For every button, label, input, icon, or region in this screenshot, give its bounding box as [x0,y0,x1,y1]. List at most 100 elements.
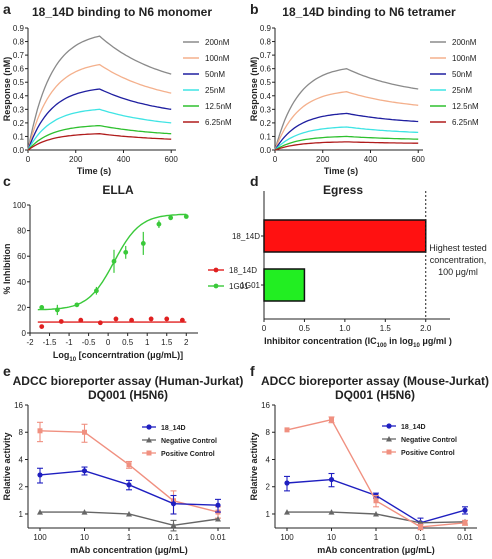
legend-label: 50nM [452,70,472,79]
x-tick-label: 1 [374,533,379,542]
x-tick-label: 200 [316,155,330,164]
x-tick-label: 0.01 [457,533,473,542]
legend-label: Positive Control [401,450,455,457]
chart-title-line: DQ001 (H5N6) [335,388,415,402]
y-tick-label: 4 [19,455,24,464]
annotation-line: concentration, [430,255,487,265]
data-point-Negative Control [373,510,379,517]
x-tick-label: 400 [117,155,131,164]
annotation-line: 100 μg/ml [438,267,478,277]
data-point-Positive Control [329,417,334,423]
legend-label: 25nM [205,86,225,95]
panel-label-f: f [250,363,255,379]
legend-marker [146,450,152,456]
chart-title: 18_14D binding to N6 tetramer [282,5,456,19]
data-point-18_14D [462,507,468,513]
data-point-1G01 [168,215,174,221]
chart-d-egress: Egress 18_14D 1G01 0 0.5 1.0 1.5 2.0 Highest tes… [232,183,487,349]
data-point-1G01 [54,307,60,313]
legend-label: 50nM [205,70,225,79]
y-tick-label: 0.7 [13,51,25,60]
data-point-18_14D [126,482,132,488]
x-tick-label: 400 [364,155,378,164]
series-line-25nM [27,108,172,151]
x-tick-label: 100 [33,533,47,542]
x-tick-label: 0.1 [415,533,427,542]
series-line-100nM [274,91,419,151]
x-axis-label-part-2: in log [387,336,414,346]
y-tick-label: 80 [17,227,26,236]
y-tick-label: 8 [19,428,24,437]
x-tick-label: 0.01 [210,533,226,542]
x-axis-label-part-3: 10 [413,343,420,349]
data-point-18_14D [97,320,103,326]
data-point-Positive Control [82,429,87,435]
y-tick-label: 40 [17,278,26,287]
y-tick-label: 0.9 [260,24,272,33]
chart-a-binding-monomer: 18_14D binding to N6 monomer 0.0 0.1 0.2 0.3… [2,5,232,176]
y-tick-label: 0.7 [260,51,272,60]
data-point-Negative Control [81,509,88,515]
data-point-Positive Control [37,428,43,434]
bar-18_14D [263,219,427,253]
data-point-Negative Control [37,509,43,515]
data-point-1G01 [94,288,99,294]
y-tick-label: 0.9 [13,24,25,33]
legend-marker [146,424,152,430]
y-tick-label: 0.0 [260,146,272,155]
legend-marker [386,423,392,429]
data-point-Positive Control [126,462,132,468]
x-tick-label: 0 [262,324,267,333]
y-tick-label: 0.1 [13,132,25,141]
y-tick-label: 1 [19,510,24,519]
data-point-18_14D [215,502,221,508]
chart-title: 18_14D binding to N6 monomer [32,5,212,19]
data-point-18_14D [39,324,45,329]
y-axis-label: Relative activity [249,432,259,500]
data-point-Negative Control [284,509,290,515]
chart-title-line: DQ001 (H5N6) [88,388,168,402]
y-tick-label: 0.2 [260,119,272,128]
y-tick-label: 0.2 [13,119,25,128]
x-axis-label-part-4: μg/ml ) [420,336,452,346]
legend-label: Positive Control [161,451,215,458]
x-tick-label: 10 [327,533,336,542]
y-tick-label: 2 [266,483,271,492]
x-tick-label: 0.5 [122,338,134,347]
legend-marker [146,437,152,443]
series-line-12.5nM [27,124,172,151]
y-tick-label: 4 [266,455,271,464]
legend-label: 100nM [205,54,230,63]
x-tick-label: -1.5 [43,338,57,347]
y-tick-label: 8 [266,428,271,437]
x-axis-label: Inhibitor concentration (IC100 in log10 … [264,336,452,349]
y-axis-label: % Inhibition [2,244,12,295]
data-point-Negative Control [328,509,335,515]
data-point-1G01 [123,249,129,255]
chart-e-adcc-human: ADCC bioreporter assay (Human-Jurkat)DQ0… [2,374,243,555]
chart-b-binding-tetramer: 18_14D binding to N6 tetramer 0.0 0.1 0.2 0.… [249,5,479,176]
x-axis-label-part-1: 100 [377,343,388,349]
annotation-line: Highest tested [429,243,487,253]
panel-label-c: c [3,173,11,189]
legend-label: 200nM [452,38,477,47]
y-tick-label: 20 [17,303,26,312]
legend-label: 6.25nM [452,118,479,127]
legend-label: 12.5nM [205,102,232,111]
legend-label: 1G01 [229,282,249,291]
legend-marker [386,449,392,455]
y-tick-label: 0.5 [13,78,25,87]
y-tick-label: 60 [17,252,26,261]
x-tick-label: 1.5 [161,338,173,347]
series-line-50nM [274,112,419,151]
x-axis-label-part-1: 10 [69,357,76,363]
x-tick-label: 0.5 [299,324,311,333]
y-tick-label: 2 [19,483,24,492]
x-tick-label: 0 [26,155,31,164]
y-tick-label: 0.8 [260,38,272,47]
x-tick-label: 0 [273,155,278,164]
data-point-18_14D [78,317,84,323]
x-tick-label: 200 [69,155,83,164]
